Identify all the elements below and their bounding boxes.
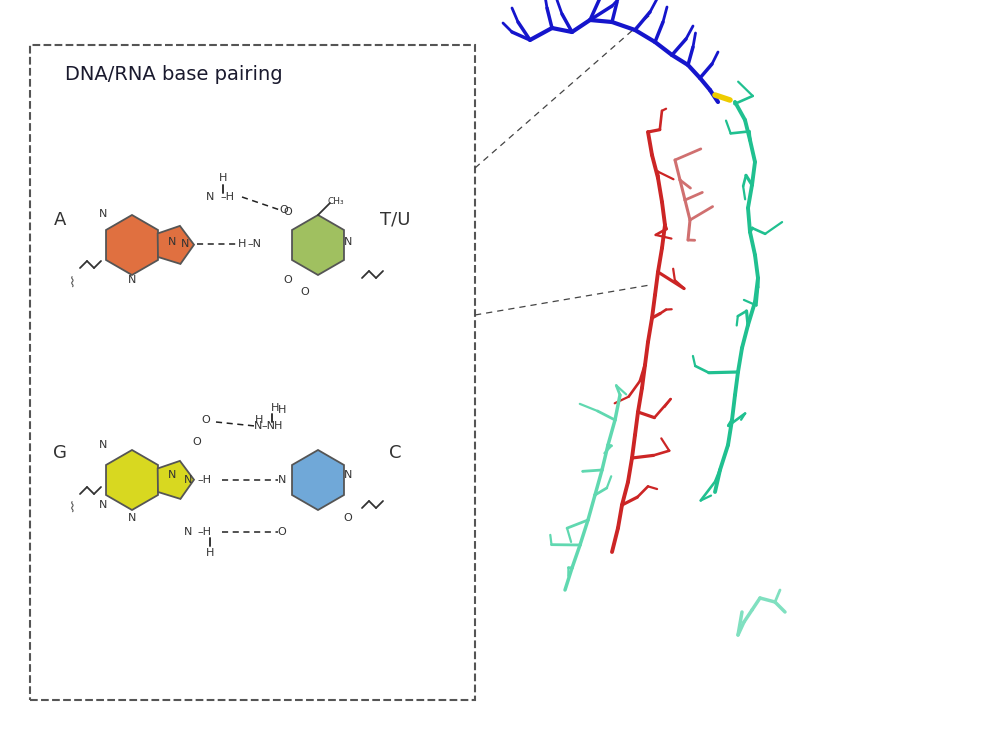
Text: N: N bbox=[344, 237, 352, 247]
Text: H: H bbox=[219, 173, 227, 183]
Text: N: N bbox=[254, 421, 262, 431]
Polygon shape bbox=[106, 215, 158, 275]
Text: H: H bbox=[278, 405, 286, 415]
Text: N: N bbox=[184, 527, 192, 537]
Text: H: H bbox=[206, 548, 214, 558]
Text: O: O bbox=[193, 437, 201, 447]
Text: CH₃: CH₃ bbox=[328, 196, 344, 206]
Text: –N: –N bbox=[261, 421, 275, 431]
FancyBboxPatch shape bbox=[30, 45, 475, 700]
Text: O: O bbox=[278, 527, 286, 537]
Text: N: N bbox=[278, 475, 286, 485]
Text: ⌇: ⌇ bbox=[69, 276, 75, 290]
Text: N: N bbox=[99, 440, 107, 450]
Text: –N: –N bbox=[247, 239, 261, 249]
Polygon shape bbox=[292, 215, 344, 275]
Text: O: O bbox=[202, 415, 210, 425]
Text: N: N bbox=[128, 275, 136, 285]
Text: N: N bbox=[344, 470, 352, 480]
Text: ⌇: ⌇ bbox=[69, 501, 75, 515]
Text: N: N bbox=[206, 192, 214, 202]
Text: G: G bbox=[53, 444, 67, 462]
Text: O: O bbox=[284, 275, 292, 285]
Text: N: N bbox=[168, 470, 176, 480]
Text: O: O bbox=[301, 287, 309, 297]
Text: N: N bbox=[99, 209, 107, 219]
Polygon shape bbox=[158, 226, 194, 264]
Text: O: O bbox=[280, 205, 288, 215]
Text: DNA/RNA base pairing: DNA/RNA base pairing bbox=[65, 65, 283, 85]
Text: C: C bbox=[389, 444, 401, 462]
Text: N: N bbox=[168, 237, 176, 247]
Text: N: N bbox=[181, 239, 189, 249]
Text: H: H bbox=[274, 421, 282, 431]
Text: N: N bbox=[99, 500, 107, 510]
Text: O: O bbox=[344, 513, 352, 523]
Text: A: A bbox=[54, 211, 66, 229]
Text: –H: –H bbox=[197, 527, 211, 537]
Text: H: H bbox=[271, 403, 279, 413]
Polygon shape bbox=[292, 450, 344, 510]
Text: O: O bbox=[284, 207, 292, 217]
Text: –H: –H bbox=[220, 192, 234, 202]
Polygon shape bbox=[158, 461, 194, 499]
Text: N: N bbox=[128, 513, 136, 523]
Text: N: N bbox=[184, 475, 192, 485]
Text: H: H bbox=[255, 415, 263, 425]
Polygon shape bbox=[106, 450, 158, 510]
Text: –H: –H bbox=[197, 475, 211, 485]
Text: T/U: T/U bbox=[380, 211, 410, 229]
Text: H: H bbox=[238, 239, 246, 249]
